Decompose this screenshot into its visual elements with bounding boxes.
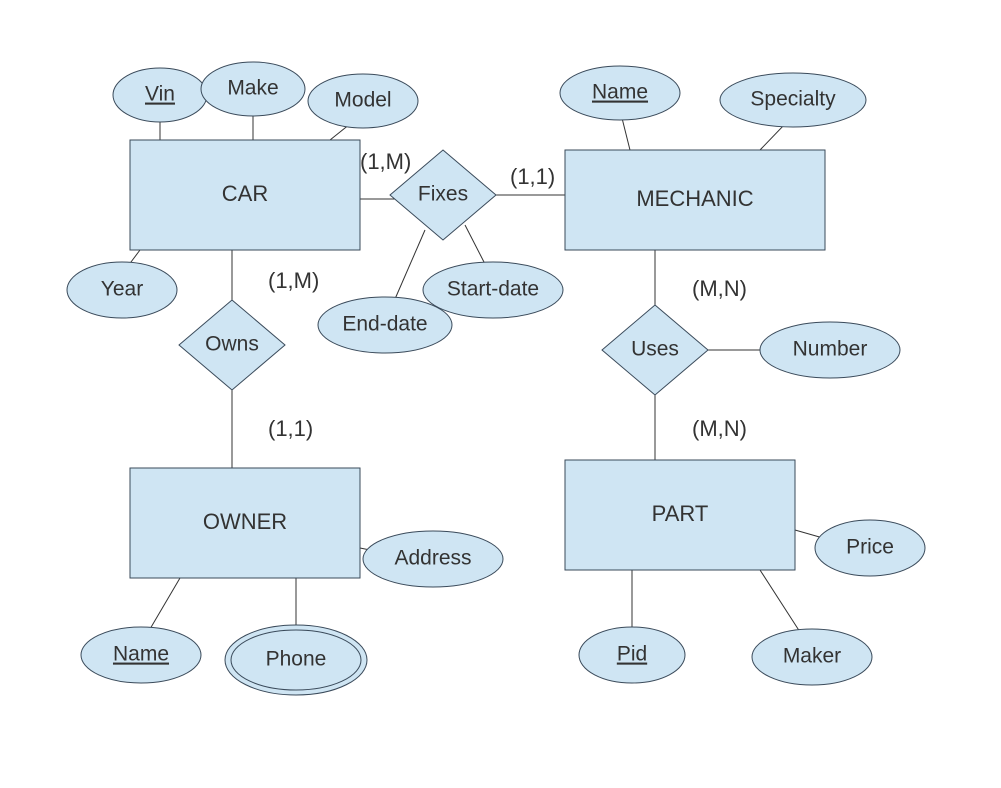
cardinality-c_car_owns: (1,M): [268, 268, 319, 293]
edge-mechanic-mname: [622, 118, 630, 150]
attribute-label-price: Price: [846, 536, 894, 559]
er-diagram: CAR MECHANIC OWNER PART Fixes Owns Uses Vin Make…: [0, 0, 1001, 788]
attribute-label-number: Number: [793, 338, 868, 361]
attribute-label-vin: Vin: [145, 83, 175, 106]
entity-label-owner: OWNER: [203, 509, 287, 534]
cardinality-c_owner_owns: (1,1): [268, 416, 313, 441]
attribute-label-pid: Pid: [617, 643, 647, 666]
edge-fixes-enddate: [395, 230, 425, 299]
attribute-label-model: Model: [334, 89, 391, 112]
edge-mechanic-specialty: [760, 124, 785, 150]
attribute-label-enddate: End-date: [342, 313, 427, 336]
attribute-label-specialty: Specialty: [750, 88, 836, 111]
attribute-label-mname: Name: [592, 81, 648, 104]
edge-owner-oname: [150, 578, 180, 629]
attribute-label-startdate: Start-date: [447, 278, 539, 301]
cardinality-c_part_uses: (M,N): [692, 416, 747, 441]
entity-label-part: PART: [652, 501, 709, 526]
attribute-label-address: Address: [394, 547, 471, 570]
attribute-label-make: Make: [227, 77, 278, 100]
edge-fixes-startdate: [465, 225, 485, 264]
cardinality-c_car_fixes: (1,M): [360, 149, 411, 174]
attribute-label-phone: Phone: [266, 648, 327, 671]
attribute-label-year: Year: [101, 278, 143, 301]
attribute-label-maker: Maker: [783, 645, 841, 668]
relationship-label-fixes: Fixes: [418, 183, 468, 206]
relationship-label-owns: Owns: [205, 333, 259, 356]
attribute-label-oname: Name: [113, 643, 169, 666]
cardinality-c_mech_fixes: (1,1): [510, 164, 555, 189]
entity-label-car: CAR: [222, 181, 268, 206]
entity-label-mechanic: MECHANIC: [636, 186, 753, 211]
edge-part-maker: [760, 570, 800, 632]
relationship-label-uses: Uses: [631, 338, 679, 361]
cardinality-c_mech_uses: (M,N): [692, 276, 747, 301]
